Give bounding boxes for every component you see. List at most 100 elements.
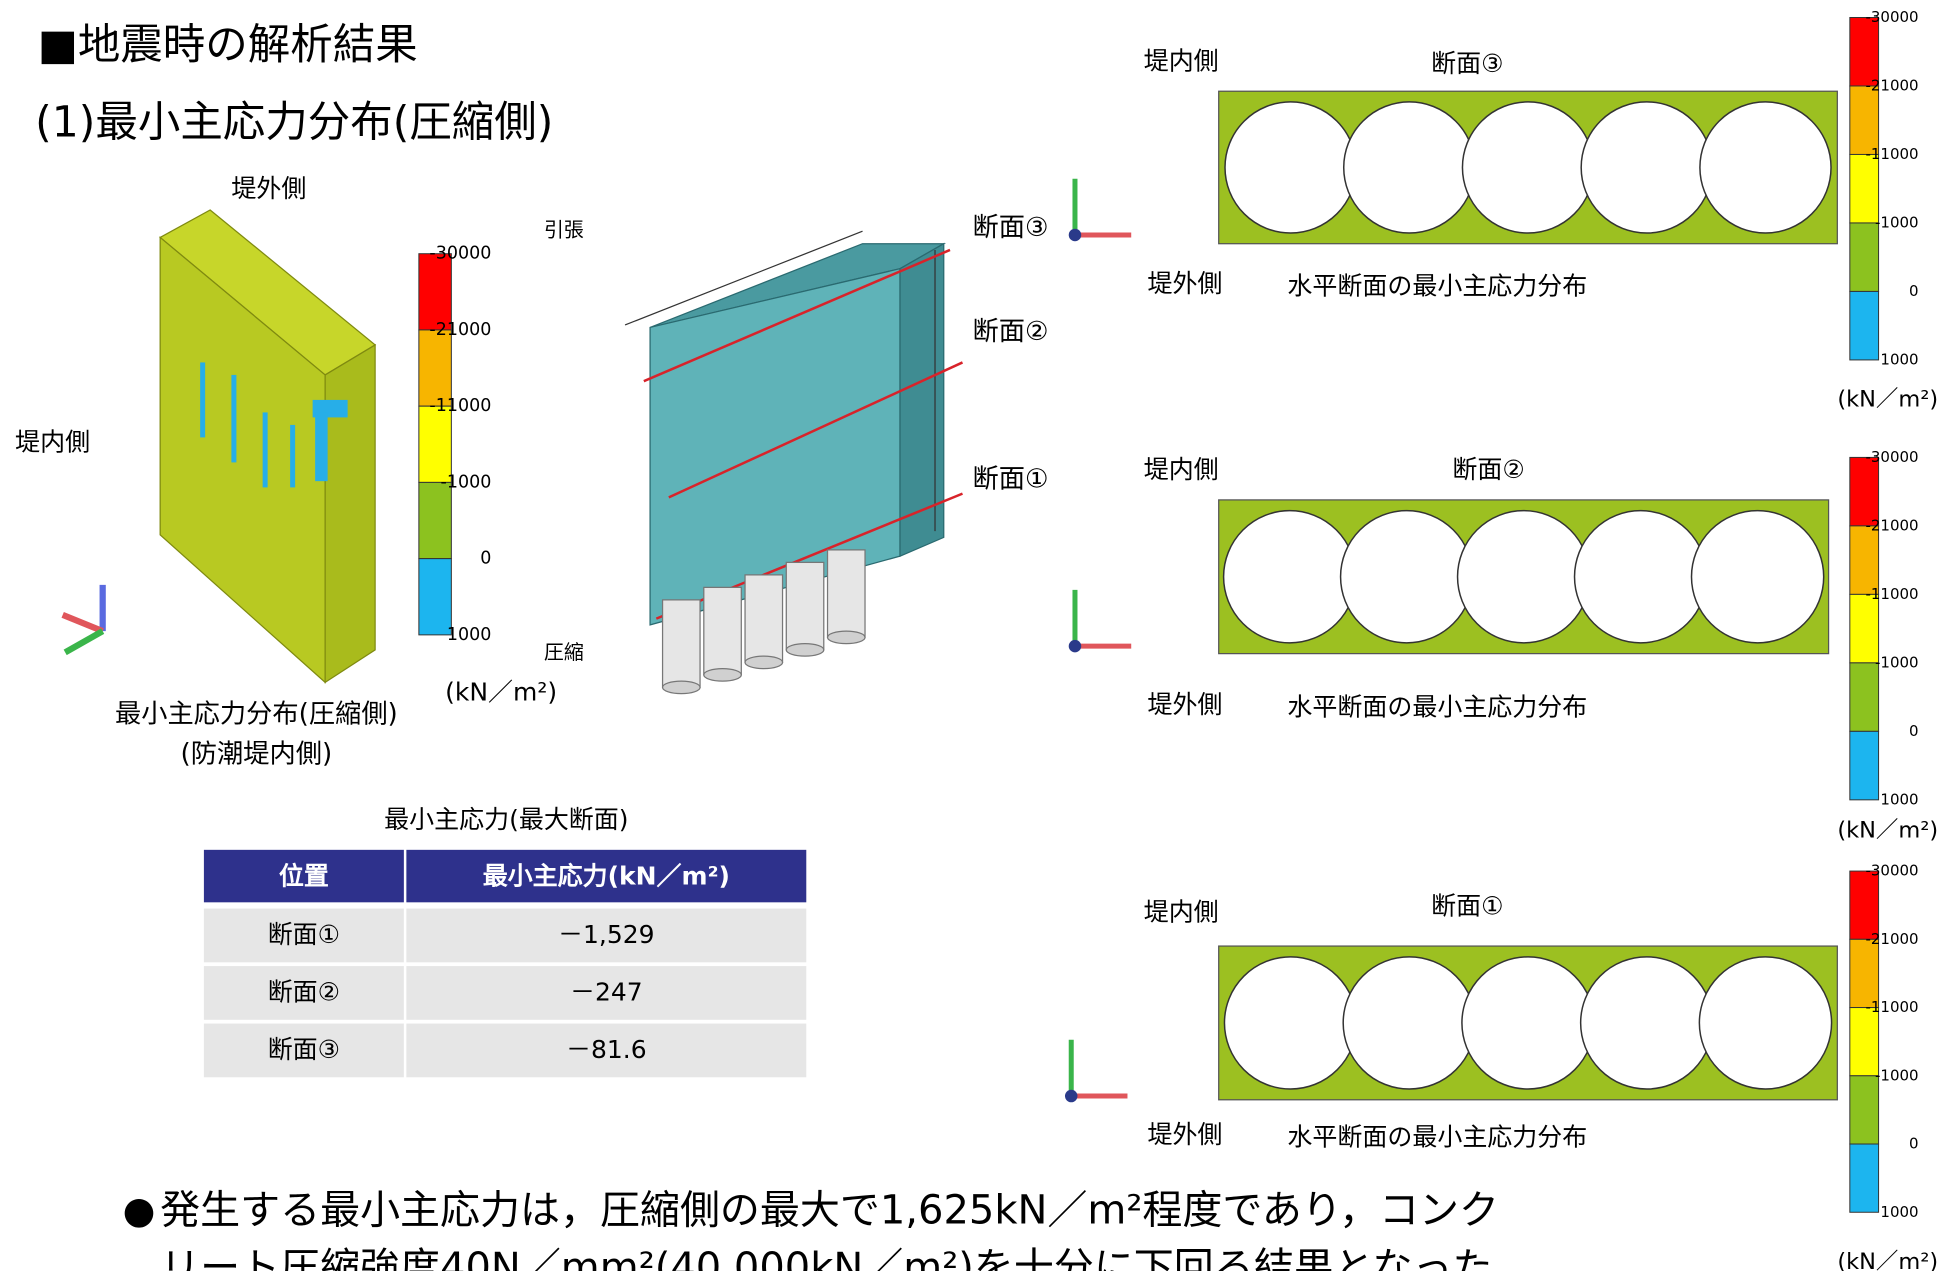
table-cell-text: 断面② — [268, 978, 340, 1007]
table-cell — [203, 908, 404, 963]
void — [1580, 101, 1714, 234]
section-line — [643, 248, 951, 383]
colorbar-segment — [418, 329, 452, 407]
inner-side-label: 堤内側 — [1144, 46, 1219, 75]
colorbar-segment — [1849, 730, 1880, 801]
bullet-text: リート圧縮強度40N／mm²(40,000kN／m²)を十分に下回る結果となった… — [160, 1245, 1532, 1271]
inner-side-label: 堤内側 — [1144, 455, 1219, 484]
compression-label: 圧縮 — [544, 640, 584, 664]
colorbar-segment — [1849, 1075, 1880, 1145]
colorbar-label: 0 — [1909, 1135, 1919, 1153]
void — [1461, 101, 1595, 234]
table-cell-text: 断面③ — [268, 1035, 340, 1064]
section-name: 断面① — [1431, 891, 1503, 920]
void — [1222, 509, 1357, 644]
void — [1224, 101, 1357, 234]
colorbar-label: -30000 — [1865, 862, 1918, 880]
colorbar-label: -11000 — [1865, 585, 1918, 603]
colorbar-label: 1000 — [1880, 350, 1918, 368]
colorbar-label: -21000 — [429, 320, 491, 340]
outer-side-label: 堤外側 — [1147, 1120, 1222, 1149]
colorbar-segment — [418, 253, 452, 331]
axis-y — [63, 628, 105, 656]
colorbar-label: 0 — [480, 549, 491, 569]
panel-caption: 水平断面の最小主応力分布 — [1287, 271, 1587, 300]
table-header-cell — [406, 849, 807, 903]
pile-end — [826, 630, 866, 645]
colorbar-label: -1000 — [441, 472, 492, 492]
model-side — [324, 343, 376, 684]
void — [1461, 956, 1595, 1090]
tension-label: 引張 — [544, 218, 584, 242]
table: 位置 最小主応力(kN／m²) 断面① －1,529 断面② －247 断面③ －81.6 — [203, 849, 807, 1078]
pile-end — [744, 655, 784, 670]
table-cell — [203, 966, 404, 1020]
bullet-marker: ● — [123, 1188, 156, 1232]
panel-caption: 水平断面の最小主応力分布 — [1287, 693, 1587, 722]
pile — [661, 599, 701, 688]
colorbar-label: -11000 — [1865, 145, 1918, 163]
void — [1342, 101, 1476, 234]
table-title: 最小主応力(最大断面) — [384, 805, 628, 834]
colorbar-label: 1000 — [1880, 1203, 1918, 1221]
table-cell — [203, 1023, 404, 1078]
axis-x — [61, 611, 104, 635]
colorbar-label: 1000 — [1880, 790, 1918, 808]
unit-label: (kN／m²) — [1837, 818, 1938, 844]
dimension-line — [624, 230, 863, 326]
piles — [661, 549, 866, 695]
stress-patch — [262, 412, 268, 488]
stress-patch — [231, 374, 237, 463]
colorbar-label: 0 — [1909, 282, 1919, 300]
table-cell-text: －1,529 — [558, 920, 655, 949]
colorbar-segment — [1849, 16, 1880, 87]
colorbar-label: -30000 — [1865, 448, 1918, 466]
colorbar-segment — [1849, 1007, 1880, 1077]
section-label: 断面① — [973, 464, 1049, 494]
stress-patch — [290, 424, 296, 488]
pile-end — [785, 642, 825, 657]
outer-side-label: 堤外側 — [1147, 269, 1222, 298]
void — [1698, 956, 1833, 1090]
stress-patch — [200, 362, 206, 438]
table-cell — [406, 908, 807, 963]
unit-label: (kN／m²) — [445, 678, 557, 707]
pile — [826, 549, 866, 638]
bullet-text: 発生する最小主応力は，圧縮側の最大で1,625kN／m²程度であり，コンク — [160, 1187, 1499, 1233]
title: ■地震時の解析結果 — [38, 21, 418, 70]
unit-label: (kN／m²) — [1837, 386, 1938, 412]
void — [1456, 509, 1591, 644]
colorbar-segment — [1849, 222, 1880, 292]
axis-origin — [1068, 228, 1082, 242]
void — [1339, 509, 1474, 644]
colorbar-segment — [418, 405, 452, 483]
subtitle: (1)最小主応力分布(圧縮側) — [35, 98, 553, 147]
colorbar-label: -21000 — [1865, 930, 1918, 948]
colorbar-label: -21000 — [1865, 76, 1918, 94]
table-header: 最小主応力(kN／m²) — [483, 861, 730, 890]
colorbar-segment — [1849, 85, 1880, 155]
section-name: 断面③ — [1431, 49, 1503, 78]
colorbar-segment — [418, 481, 452, 560]
void — [1690, 509, 1825, 644]
model-side — [899, 242, 945, 558]
section-name: 断面② — [1452, 455, 1524, 484]
void — [1573, 509, 1708, 644]
table-header: 位置 — [279, 861, 329, 890]
colorbar-label: -30000 — [1865, 8, 1918, 26]
void — [1223, 956, 1358, 1090]
colorbar-label: -21000 — [1865, 516, 1918, 534]
table-cell-text: 断面① — [268, 920, 340, 949]
colorbar-segment — [1849, 662, 1880, 732]
middle-3d-model — [624, 230, 964, 695]
axis-origin — [1068, 639, 1082, 653]
void — [1579, 956, 1714, 1090]
section-label: 断面② — [973, 317, 1049, 347]
void — [1342, 956, 1477, 1090]
colorbar-segment — [418, 558, 452, 636]
caption: 最小主応力分布(圧縮側) — [115, 699, 398, 729]
colorbar-label: -1000 — [1875, 653, 1919, 671]
colorbar-segment — [1849, 153, 1880, 224]
pile — [785, 561, 825, 651]
